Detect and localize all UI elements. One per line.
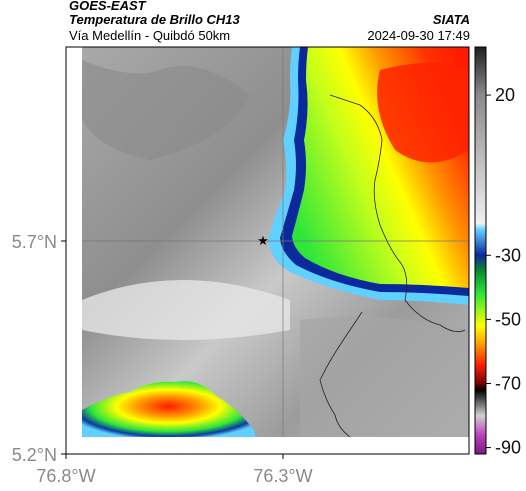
location-marker: ★	[257, 233, 269, 248]
region-label: Vía Medellín - Quibdó 50km	[69, 28, 231, 43]
colorbar-tick-label: -30	[495, 245, 521, 265]
colorbar-tick-label: -90	[495, 438, 521, 458]
border-line-south	[319, 311, 363, 437]
satellite-name: GOES-EAST	[69, 0, 146, 13]
colorbar-tick-label: -50	[495, 309, 521, 329]
x-tick-label: 76.8°W	[36, 466, 95, 486]
colorbar-tick-label: 20	[495, 85, 515, 105]
heatmap-field	[82, 47, 469, 437]
y-tick-label: 5.2°N	[12, 445, 57, 465]
timestamp-label: 2024-09-30 17:49	[367, 28, 470, 43]
y-tick-label: 5.7°N	[12, 232, 57, 252]
colorbar	[474, 46, 487, 455]
x-tick-label: 76.3°W	[253, 466, 312, 486]
organization-label: SIATA	[432, 12, 470, 27]
convective-cell-southwest	[82, 381, 255, 437]
plot-frame	[65, 46, 470, 455]
colorbar-ticks: 20 -30 -50 -70 -90	[486, 85, 521, 458]
colorbar-tick-label: -70	[495, 373, 521, 393]
border-line-north	[329, 94, 466, 333]
product-title: Temperatura de Brillo CH13	[69, 12, 240, 27]
axis-ticks	[61, 240, 284, 459]
